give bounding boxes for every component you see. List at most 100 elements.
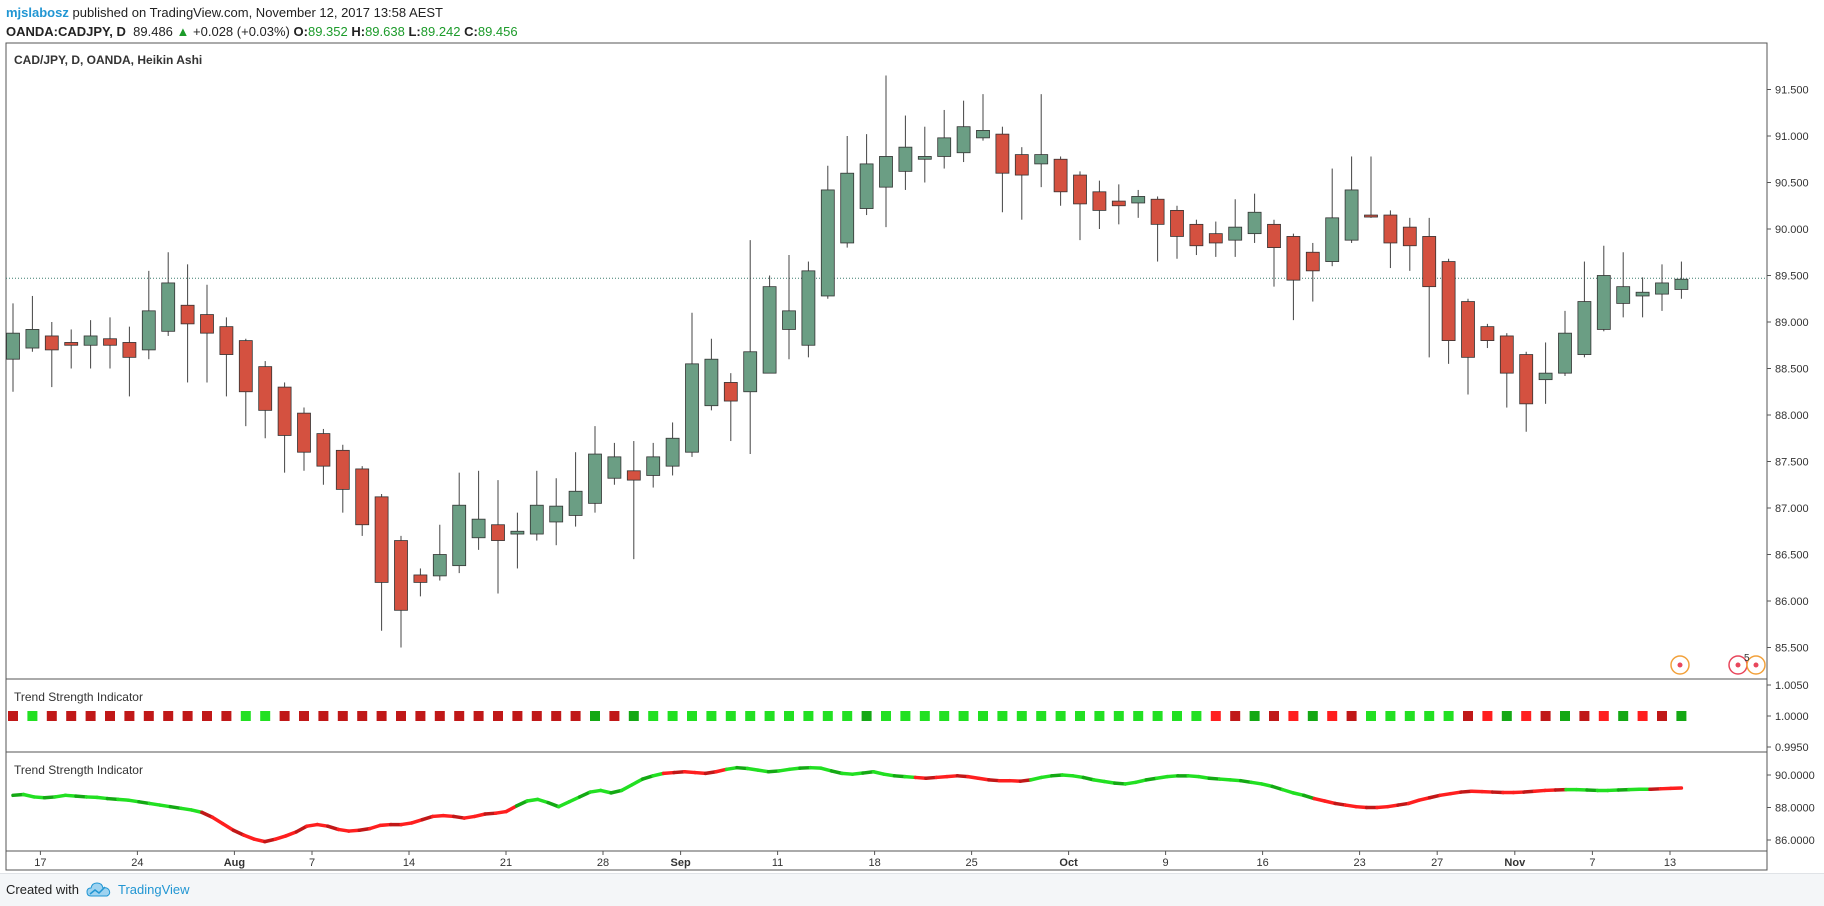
- candle-up: [744, 240, 757, 454]
- candle-body: [433, 555, 446, 576]
- candle-body: [1171, 210, 1184, 236]
- indicator-1-marker: [1153, 711, 1163, 721]
- candle-up: [802, 262, 815, 358]
- candle-down: [1423, 218, 1436, 358]
- tradingview-link[interactable]: TradingView: [118, 882, 190, 897]
- candle-down: [1074, 171, 1087, 240]
- indicator-1-tick-label: 0.9950: [1775, 742, 1809, 754]
- candle-body: [1675, 279, 1688, 289]
- indicator-1-marker: [47, 711, 57, 721]
- indicator-1-marker: [241, 711, 251, 721]
- time-tick-label: Nov: [1504, 857, 1526, 869]
- candle-down: [317, 429, 330, 485]
- indicator-1-marker: [338, 711, 348, 721]
- event-markers[interactable]: 5: [1671, 653, 1765, 674]
- indicator-1-marker: [1366, 711, 1376, 721]
- time-tick-label: 25: [965, 857, 977, 869]
- candle-up: [1229, 199, 1242, 257]
- indicator-pane-title-1: Trend Strength Indicator: [14, 690, 143, 704]
- candle-body: [1539, 373, 1552, 380]
- indicator-1-marker: [1385, 711, 1395, 721]
- indicator-1-marker: [959, 711, 969, 721]
- indicator-1-marker: [1560, 711, 1570, 721]
- indicator-1-marker: [1056, 711, 1066, 721]
- candle-body: [220, 327, 233, 355]
- indicator-1-marker: [551, 711, 561, 721]
- event-marker-dot: [1754, 663, 1759, 668]
- candle-body: [1035, 155, 1048, 164]
- price-tick-label: 87.500: [1775, 457, 1809, 469]
- candle-up: [1132, 190, 1145, 218]
- indicator-1-marker: [726, 711, 736, 721]
- candle-up: [1675, 262, 1688, 299]
- time-tick-label: Aug: [224, 857, 245, 869]
- candle-up: [666, 422, 679, 475]
- candle-down: [278, 382, 291, 472]
- time-tick-label: 23: [1353, 857, 1365, 869]
- candle-down: [1520, 352, 1533, 432]
- indicator-1-marker: [105, 711, 115, 721]
- footer: Created with TradingView: [0, 873, 1824, 906]
- candle-body: [375, 497, 388, 583]
- created-with-text: Created with: [6, 882, 79, 897]
- candle-body: [1132, 196, 1145, 203]
- price-tick-label: 88.000: [1775, 410, 1809, 422]
- candle-up: [977, 94, 990, 140]
- candle-body: [142, 311, 155, 350]
- candle-body: [705, 359, 718, 406]
- candle-body: [1403, 227, 1416, 246]
- candle-up: [957, 101, 970, 162]
- candle-body: [1054, 159, 1067, 192]
- indicator-1-marker: [1424, 711, 1434, 721]
- indicator-1-marker: [66, 711, 76, 721]
- price-tick-label: 87.000: [1775, 503, 1809, 515]
- candle-up: [1578, 262, 1591, 358]
- candle-up: [841, 136, 854, 248]
- tradingview-cloud-icon[interactable]: [86, 881, 112, 899]
- indicator-1-marker: [881, 711, 891, 721]
- candle-up: [1617, 252, 1630, 317]
- candle-down: [1365, 156, 1378, 217]
- candle-body: [84, 336, 97, 345]
- price-tick-label: 86.500: [1775, 550, 1809, 562]
- price-tick-label: 85.500: [1775, 643, 1809, 655]
- candle-body: [783, 311, 796, 330]
- candle-body: [1190, 224, 1203, 245]
- candle-body: [1326, 218, 1339, 262]
- chart-canvas[interactable]: CAD/JPY, D, OANDA, Heikin Ashi Trend Str…: [0, 0, 1824, 873]
- candle-up: [162, 252, 175, 336]
- candle-up: [608, 443, 621, 485]
- candle-body: [1229, 227, 1242, 240]
- indicator-1-marker: [978, 711, 988, 721]
- candle-body: [65, 342, 78, 345]
- price-tick-label: 89.000: [1775, 317, 1809, 329]
- indicator-1-marker: [280, 711, 290, 721]
- indicator-1-marker: [590, 711, 600, 721]
- indicator-2-line: [13, 768, 1681, 842]
- price-tick-label: 91.500: [1775, 85, 1809, 97]
- candle-down: [259, 361, 272, 438]
- candle-body: [104, 339, 117, 346]
- candle-up: [1345, 156, 1358, 242]
- indicator-1-marker: [86, 711, 96, 721]
- indicator-1-marker: [784, 711, 794, 721]
- candle-up: [938, 110, 951, 169]
- indicator-1-marker: [1521, 711, 1531, 721]
- indicator-2-tick-label: 86.0000: [1775, 835, 1815, 847]
- candle-up: [647, 443, 660, 488]
- indicator-2-line-segment: [632, 779, 642, 785]
- indicator-1-marker: [1211, 711, 1221, 721]
- price-tick-label: 89.500: [1775, 271, 1809, 283]
- indicator-1-marker: [920, 711, 930, 721]
- indicator-2-line-segment: [506, 806, 516, 812]
- time-tick-label: 14: [403, 857, 415, 869]
- candle-down: [1287, 234, 1300, 320]
- candle-up: [26, 296, 39, 352]
- indicator-1-marker: [900, 711, 910, 721]
- indicator-1-marker: [1638, 711, 1648, 721]
- candle-body: [1423, 236, 1436, 286]
- time-tick-label: Sep: [671, 857, 691, 869]
- candle-body: [763, 287, 776, 373]
- indicator-1-marker: [571, 711, 581, 721]
- indicator-1-marker: [1347, 711, 1357, 721]
